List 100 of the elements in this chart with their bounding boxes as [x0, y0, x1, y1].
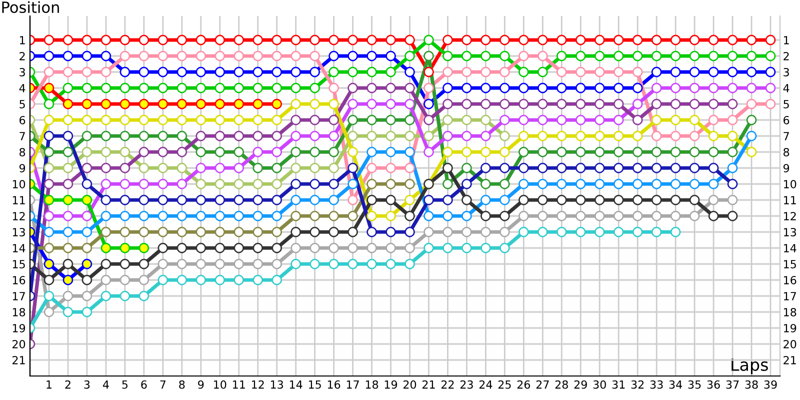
x-tick-label: 12 — [252, 380, 264, 389]
point — [424, 82, 434, 94]
point — [328, 130, 340, 142]
point — [651, 146, 662, 158]
point — [386, 146, 396, 158]
x-axis-title: Laps — [732, 358, 768, 374]
point — [613, 226, 624, 238]
point — [727, 130, 738, 142]
point — [138, 274, 150, 286]
point — [708, 146, 719, 158]
point — [442, 194, 453, 206]
point — [708, 162, 719, 174]
point — [404, 98, 415, 110]
point — [651, 82, 662, 94]
point — [689, 114, 700, 126]
point — [556, 50, 567, 62]
point — [196, 114, 206, 126]
point — [328, 242, 340, 254]
point — [366, 242, 377, 254]
point — [499, 242, 510, 254]
point — [386, 82, 396, 94]
point — [404, 242, 415, 254]
point — [613, 114, 624, 126]
point — [537, 178, 548, 190]
point — [252, 130, 264, 142]
point — [234, 98, 244, 110]
point — [632, 146, 643, 158]
point — [310, 66, 320, 78]
point — [196, 210, 206, 222]
point — [404, 130, 415, 142]
point — [120, 274, 130, 286]
point — [44, 50, 54, 62]
point — [442, 226, 453, 238]
point — [575, 98, 586, 110]
point — [651, 98, 662, 110]
point — [62, 242, 74, 254]
point — [214, 50, 226, 62]
point — [100, 50, 112, 62]
point — [442, 178, 453, 190]
point — [82, 66, 92, 78]
y-tick-label: 21 — [12, 356, 25, 364]
point — [62, 178, 74, 190]
point — [310, 210, 320, 222]
x-tick-label: 9 — [198, 380, 204, 389]
point — [328, 34, 340, 46]
point — [689, 194, 700, 206]
x-tick-label: 36 — [707, 380, 720, 389]
point — [575, 130, 586, 142]
point — [138, 194, 150, 206]
point — [537, 194, 548, 206]
point — [120, 194, 130, 206]
point — [138, 50, 150, 62]
point — [537, 98, 548, 110]
point — [44, 226, 54, 238]
y-tick-label: 8 — [20, 148, 26, 156]
point — [386, 66, 396, 78]
point — [499, 210, 510, 222]
x-tick-label: 27 — [536, 380, 549, 389]
y2-tick-label: 11 — [784, 196, 796, 204]
point — [252, 98, 264, 110]
point — [442, 66, 453, 78]
point — [176, 98, 188, 110]
point — [386, 162, 396, 174]
point — [44, 114, 54, 126]
point — [386, 114, 396, 126]
point — [386, 98, 396, 110]
point — [158, 66, 168, 78]
point — [62, 130, 74, 142]
point — [518, 162, 529, 174]
point — [746, 98, 757, 110]
point — [158, 210, 168, 222]
point — [689, 146, 700, 158]
point — [651, 34, 662, 46]
point — [442, 162, 453, 174]
point — [404, 34, 415, 46]
point — [290, 82, 302, 94]
point — [44, 34, 54, 46]
point — [348, 226, 358, 238]
point — [272, 194, 282, 206]
point — [158, 82, 168, 94]
point — [575, 114, 586, 126]
point — [62, 146, 74, 158]
point — [272, 178, 282, 190]
point — [670, 146, 681, 158]
point — [158, 50, 168, 62]
point — [120, 114, 130, 126]
x-tick-label: 24 — [479, 380, 492, 389]
point — [537, 146, 548, 158]
point — [176, 114, 188, 126]
point — [575, 50, 586, 62]
point — [290, 130, 302, 142]
point — [708, 66, 719, 78]
point — [518, 194, 529, 206]
point — [708, 82, 719, 94]
point — [746, 114, 757, 126]
point — [480, 178, 491, 190]
point — [100, 98, 112, 110]
point — [120, 242, 130, 254]
point — [100, 226, 112, 238]
point — [746, 34, 757, 46]
